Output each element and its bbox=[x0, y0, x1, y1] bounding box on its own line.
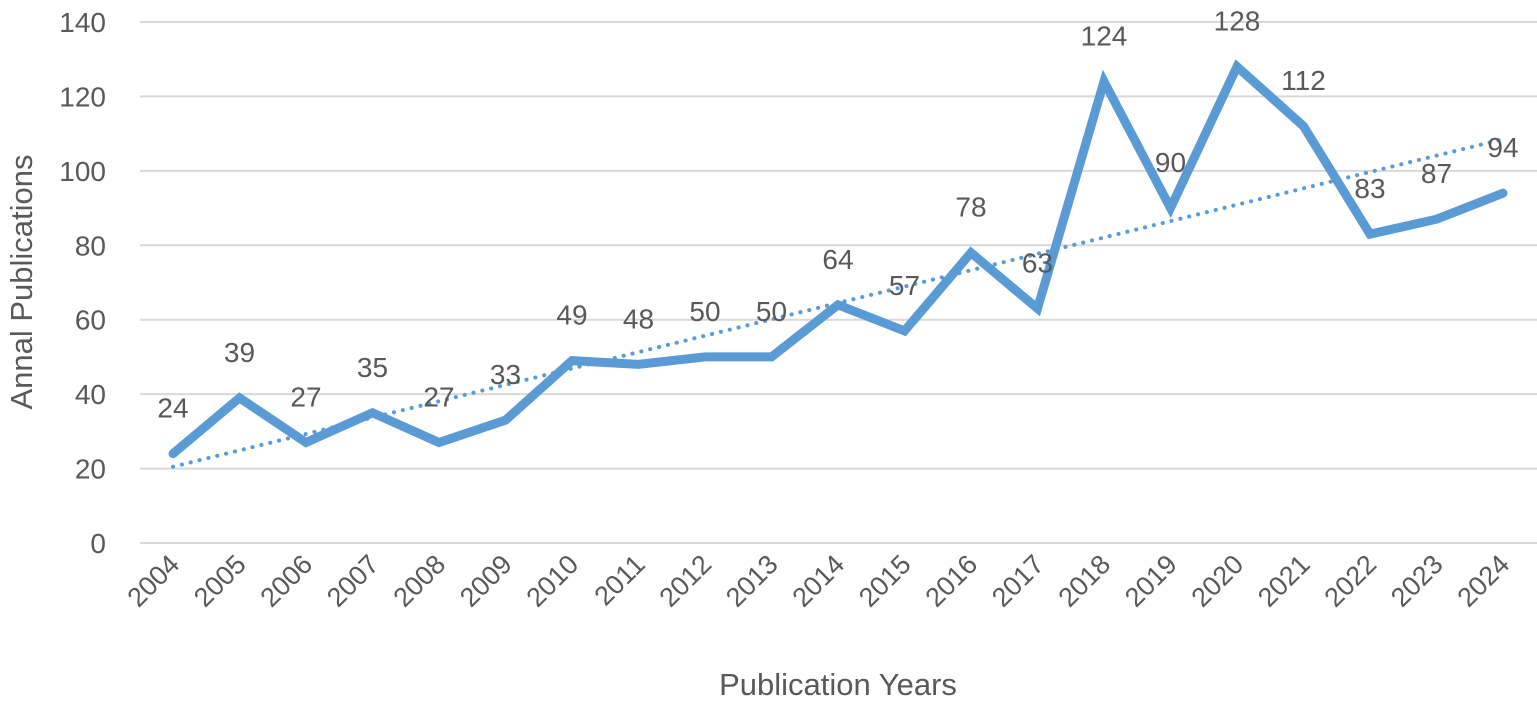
x-tick-label: 2017 bbox=[986, 549, 1050, 613]
data-label: 39 bbox=[224, 337, 255, 368]
data-label: 90 bbox=[1155, 147, 1186, 178]
series-line bbox=[168, 59, 1508, 459]
data-label: 49 bbox=[556, 300, 587, 331]
y-tick-label: 60 bbox=[75, 305, 106, 336]
data-label: 27 bbox=[290, 382, 321, 413]
x-tick-label: 2024 bbox=[1452, 549, 1516, 613]
x-tick-label: 2022 bbox=[1319, 549, 1383, 613]
data-label: 57 bbox=[889, 270, 920, 301]
trendline-line bbox=[171, 137, 1505, 469]
x-tick-label: 2010 bbox=[521, 549, 585, 613]
gridlines bbox=[140, 21, 1537, 544]
x-tick-label: 2018 bbox=[1053, 549, 1117, 613]
x-tick-label: 2015 bbox=[853, 549, 917, 613]
y-tick-label: 40 bbox=[75, 379, 106, 410]
x-tick-label: 2021 bbox=[1252, 549, 1316, 613]
data-label: 35 bbox=[357, 352, 388, 383]
x-tick-label: 2006 bbox=[255, 549, 319, 613]
data-label: 33 bbox=[490, 359, 521, 390]
data-label: 24 bbox=[157, 393, 188, 424]
y-tick-label: 0 bbox=[90, 528, 106, 559]
x-tick-label: 2020 bbox=[1186, 549, 1250, 613]
data-label: 128 bbox=[1214, 6, 1261, 37]
trendline bbox=[171, 137, 1505, 469]
series-lines bbox=[168, 59, 1508, 459]
x-axis-ticks: 2004 2005 2006 2007 2008 2009 2010 2011 2012 2013… bbox=[122, 549, 1516, 613]
data-label: 48 bbox=[623, 303, 654, 334]
x-tick-label: 2023 bbox=[1385, 549, 1449, 613]
data-label: 78 bbox=[955, 192, 986, 223]
x-tick-label: 2008 bbox=[388, 549, 452, 613]
x-tick-label: 2009 bbox=[454, 549, 518, 613]
x-tick-label: 2014 bbox=[787, 549, 851, 613]
y-tick-label: 100 bbox=[59, 156, 106, 187]
data-label: 94 bbox=[1487, 132, 1518, 163]
x-tick-label: 2005 bbox=[188, 549, 252, 613]
x-tick-label: 2012 bbox=[654, 549, 718, 613]
data-label: 27 bbox=[423, 382, 454, 413]
y-axis-ticks: 0 20 40 60 80 100 120 140 bbox=[59, 7, 106, 559]
y-tick-label: 80 bbox=[75, 230, 106, 261]
x-axis-title: Publication Years bbox=[719, 667, 957, 702]
x-tick-label: 2004 bbox=[122, 549, 186, 613]
data-label: 87 bbox=[1421, 158, 1452, 189]
x-tick-label: 2007 bbox=[321, 549, 385, 613]
data-label: 124 bbox=[1081, 21, 1128, 52]
y-tick-label: 140 bbox=[59, 7, 106, 38]
data-label: 83 bbox=[1354, 173, 1385, 204]
x-tick-label: 2013 bbox=[720, 549, 784, 613]
y-tick-label: 120 bbox=[59, 81, 106, 112]
x-tick-label: 2011 bbox=[588, 549, 650, 611]
data-label: 112 bbox=[1281, 65, 1326, 96]
data-label: 50 bbox=[689, 296, 720, 327]
y-tick-label: 20 bbox=[75, 454, 106, 485]
x-tick-label: 2019 bbox=[1119, 549, 1183, 613]
data-labels: 24 39 27 35 27 33 49 48 50 50 64 57 78 63 124 90 128 112 8… bbox=[157, 6, 1518, 424]
data-label: 50 bbox=[756, 296, 787, 327]
data-label: 63 bbox=[1022, 248, 1053, 279]
data-label: 64 bbox=[822, 244, 853, 275]
x-tick-label: 2016 bbox=[920, 549, 984, 613]
y-axis-title: Annal Publications bbox=[4, 154, 39, 409]
